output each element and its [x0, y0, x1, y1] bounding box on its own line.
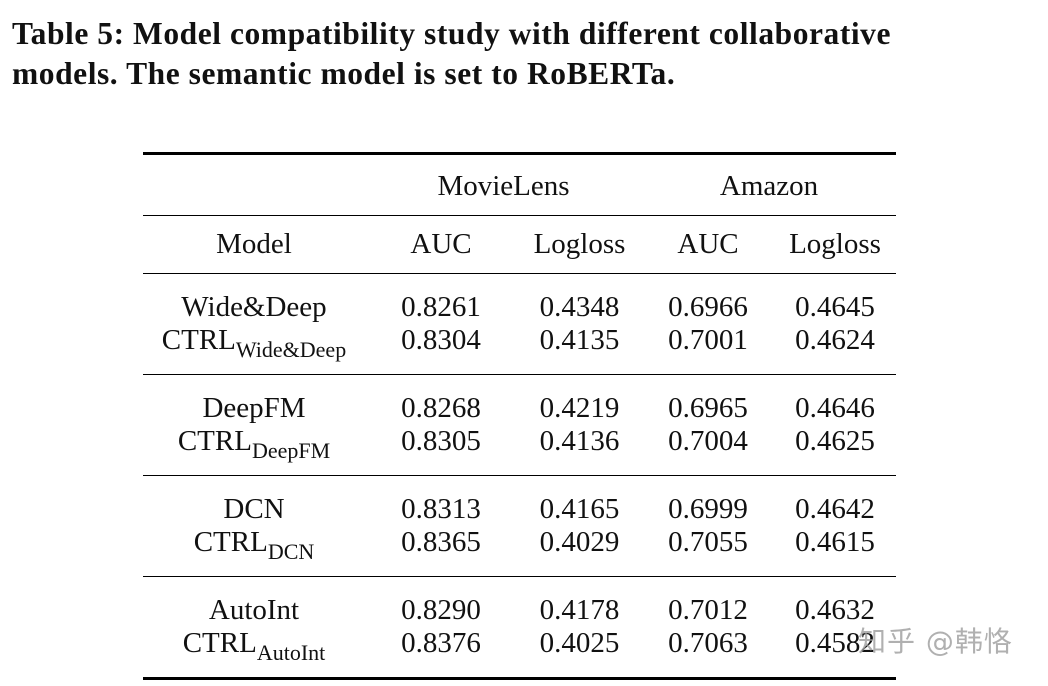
model-name: AutoInt: [208, 594, 300, 626]
header-row-columns: Model AUC Logloss AUC Logloss: [143, 215, 896, 274]
table-row: CTRLAutoInt 0.8376 0.4025 0.7063 0.4582: [143, 627, 896, 680]
model-name: CTRLDeepFM: [143, 425, 365, 476]
model-name: CTRLDCN: [143, 526, 365, 577]
table-row: AutoInt 0.8290 0.4178 0.7012 0.4632: [143, 577, 896, 628]
metric-value: 0.6965: [668, 392, 748, 424]
metric-value: 0.8365: [365, 526, 517, 577]
model-subscript: AutoInt: [256, 640, 326, 665]
table-row: Wide&Deep 0.8261 0.4348 0.6966 0.4645: [143, 274, 896, 325]
table-row: CTRLWide&Deep 0.8304 0.4135 0.7001 0.4624: [143, 324, 896, 375]
metric-value: 0.4645: [795, 291, 875, 323]
model-name: CTRLAutoInt: [143, 627, 365, 680]
column-header: Model: [143, 215, 365, 274]
metric-value: 0.6966: [668, 291, 748, 323]
metric-value: 0.8305: [365, 425, 517, 476]
metric-value: 0.8290: [401, 594, 481, 626]
column-header: AUC: [642, 215, 774, 274]
model-name: DeepFM: [202, 392, 306, 424]
caption-line-2: models. The semantic model is set to RoB…: [12, 56, 676, 91]
metric-value: 0.4029: [517, 526, 642, 577]
header-row-datasets: MovieLens Amazon: [143, 152, 896, 216]
metric-value: 0.8376: [365, 627, 517, 680]
table-caption: Table 5: Model compatibility study with …: [12, 14, 1042, 94]
column-header: AUC: [365, 215, 517, 274]
metric-value: 0.4135: [517, 324, 642, 375]
model-subscript: DCN: [267, 539, 315, 564]
metric-value: 0.8304: [365, 324, 517, 375]
metric-value: 0.4178: [539, 594, 620, 626]
metric-value: 0.4348: [539, 291, 620, 323]
metric-value: 0.7001: [642, 324, 774, 375]
table-row: CTRLDCN 0.8365 0.4029 0.7055 0.4615: [143, 526, 896, 577]
metric-value: 0.4615: [774, 526, 896, 577]
metric-value: 0.4642: [795, 493, 875, 525]
metric-value: 0.4646: [795, 392, 875, 424]
table-row: DeepFM 0.8268 0.4219 0.6965 0.4646: [143, 375, 896, 426]
metric-value: 0.6999: [668, 493, 748, 525]
metric-value: 0.7063: [642, 627, 774, 680]
metric-value: 0.7004: [642, 425, 774, 476]
model-name: DCN: [223, 493, 285, 525]
dataset-header: Amazon: [642, 152, 896, 216]
metric-value: 0.4625: [774, 425, 896, 476]
results-table: MovieLens Amazon Model AUC Logloss AUC Logloss…: [143, 152, 896, 680]
metric-value: 0.7055: [642, 526, 774, 577]
table-row: DCN 0.8313 0.4165 0.6999 0.4642: [143, 476, 896, 527]
metric-value: 0.7012: [668, 594, 748, 626]
metric-value: 0.4136: [517, 425, 642, 476]
model-subscript: DeepFM: [251, 438, 331, 463]
metric-value: 0.8313: [401, 493, 481, 525]
metric-value: 0.4165: [539, 493, 620, 525]
model-name: Wide&Deep: [181, 291, 327, 323]
metric-value: 0.4025: [517, 627, 642, 680]
model-name: CTRLWide&Deep: [143, 324, 365, 375]
metric-value: 0.4632: [795, 594, 875, 626]
watermark: 知乎 @韩恪: [858, 625, 1013, 658]
column-header: Logloss: [517, 215, 642, 274]
metric-value: 0.8268: [401, 392, 481, 424]
metric-value: 0.4219: [539, 392, 620, 424]
column-header: Logloss: [774, 215, 896, 274]
metric-value: 0.4582: [774, 627, 896, 680]
table-row: CTRLDeepFM 0.8305 0.4136 0.7004 0.4625: [143, 425, 896, 476]
caption-line-1: Table 5: Model compatibility study with …: [12, 16, 891, 51]
metric-value: 0.4624: [774, 324, 896, 375]
metric-value: 0.8261: [401, 291, 481, 323]
model-subscript: Wide&Deep: [235, 337, 347, 362]
dataset-header: MovieLens: [365, 152, 642, 216]
